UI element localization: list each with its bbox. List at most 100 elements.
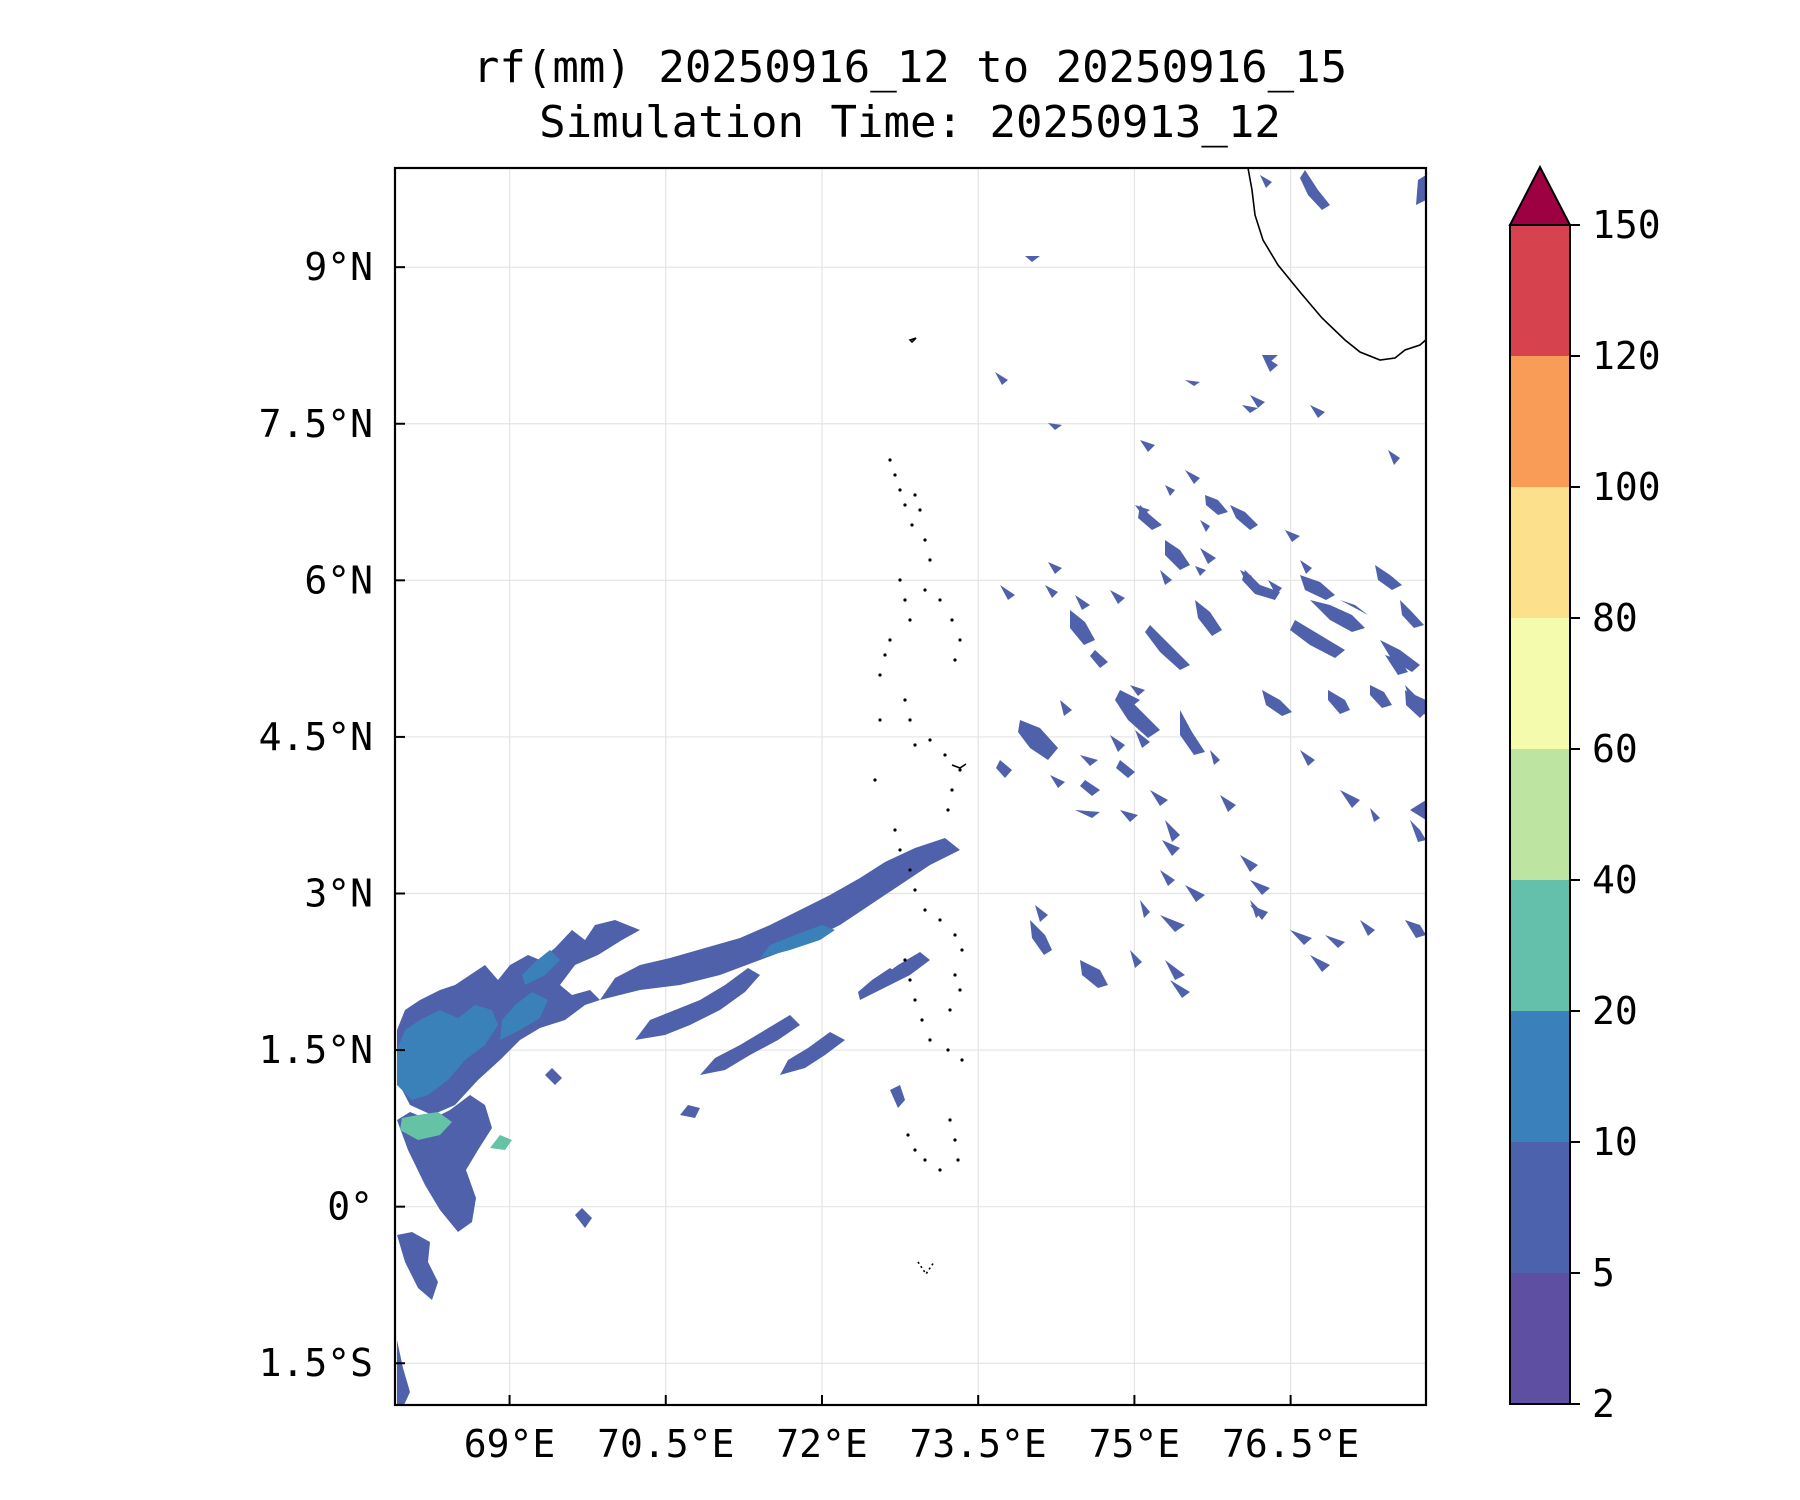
rain-cell-e48 <box>1130 950 1142 968</box>
rain-cell-e43 <box>1250 880 1270 895</box>
atoll-dot <box>903 503 907 507</box>
atoll-dot <box>923 538 927 542</box>
rain-cell-e40 <box>1220 795 1236 812</box>
graticule-gridlines <box>395 168 1426 1405</box>
rain-cell-n7 <box>1242 405 1258 413</box>
rain-cell-e22 <box>1405 685 1426 715</box>
rain-cell-e38 <box>1080 755 1098 766</box>
lon-tick-label: 75°E <box>1089 1422 1181 1466</box>
atoll-dot <box>908 618 912 622</box>
rain-cell-e11 <box>1165 540 1190 570</box>
atoll-dot <box>956 1158 960 1162</box>
rain-band-tail-e <box>680 1105 700 1118</box>
rain-cell-e26 <box>1145 625 1190 670</box>
rain-cell-n15 <box>1110 590 1125 604</box>
rain-cell-e32 <box>1050 775 1065 788</box>
atoll-dot <box>883 653 887 657</box>
lat-tick-label: 9°N <box>304 245 373 289</box>
rain-cell-e73 <box>1310 405 1325 418</box>
rain-cell-e64 <box>1410 820 1426 842</box>
colorbar-label: 100 <box>1592 465 1661 509</box>
rain-cell-e4 <box>1180 710 1205 755</box>
rain-cell-e27 <box>1090 650 1108 668</box>
rain-cell-e1 <box>1018 720 1058 760</box>
rain-cell-n8 <box>995 372 1008 385</box>
lat-tick-label: 1.5°N <box>259 1028 373 1072</box>
maldives-atolls <box>873 458 964 1172</box>
rain-core-green <box>400 1112 452 1140</box>
rain-band-ne-2 <box>635 968 760 1040</box>
rain-cell-e16 <box>1300 575 1335 600</box>
colorbar-label: 20 <box>1592 989 1638 1033</box>
atoll-dot <box>913 888 917 892</box>
atoll-dot <box>920 1018 924 1022</box>
rain-cell-e57 <box>1310 955 1330 972</box>
rain-cell-e65 <box>1405 920 1426 938</box>
lon-tick-label: 73.5°E <box>910 1422 1047 1466</box>
island-blob-1 <box>908 337 917 344</box>
rain-band-tail-b <box>890 1085 905 1108</box>
rain-cell-n5 <box>1262 355 1278 362</box>
colorbar-extend-arrow <box>1508 164 1572 226</box>
atoll-dot <box>938 1168 942 1172</box>
atoll-dot <box>903 598 907 602</box>
rain-cell-e25 <box>1370 685 1392 708</box>
rain-cell-e78 <box>1240 570 1252 582</box>
colorbar-segment <box>1510 1273 1570 1404</box>
rain-cell-n2 <box>1260 175 1272 188</box>
rain-cell-n6 <box>1185 380 1200 386</box>
rain-cell-e9 <box>1380 640 1420 672</box>
rain-cell-e60 <box>1240 855 1258 872</box>
rain-cell-e41 <box>1185 885 1205 902</box>
rain-core-3 <box>522 950 560 985</box>
map-plot-area <box>393 166 1428 1407</box>
atoll-dot <box>878 673 882 677</box>
colorbar-labels: 2 5 10 20 40 60 80 100 120 150 <box>1570 203 1661 1426</box>
rain-core-green-2 <box>490 1135 512 1150</box>
title-line-2: Simulation Time: 20250913_12 <box>539 97 1281 148</box>
rain-cell-e35 <box>1150 790 1168 806</box>
rain-cell-e2 <box>1070 610 1095 645</box>
rain-cell-e63 <box>1250 900 1262 918</box>
colorbar-label: 5 <box>1592 1251 1615 1295</box>
rain-core-1 <box>397 1005 498 1100</box>
colorbar-segment <box>1510 1142 1570 1273</box>
lat-tick-label: 4.5°N <box>259 715 373 759</box>
rain-cell-n14 <box>1200 520 1210 532</box>
rain-cell-e72 <box>1262 355 1278 372</box>
atoll-dot <box>908 868 912 872</box>
atoll-dot <box>888 638 892 642</box>
rain-cell-e31 <box>1080 780 1100 796</box>
rain-cell-e44 <box>1160 870 1175 886</box>
atoll-dot <box>898 848 902 852</box>
rain-cell-e70 <box>1140 440 1155 452</box>
rain-cell-e80 <box>1160 570 1172 585</box>
rain-cell-e50 <box>1140 900 1150 918</box>
atoll-dot <box>913 998 917 1002</box>
rain-cell-e8 <box>1310 600 1365 632</box>
atoll-dot <box>873 778 877 782</box>
atoll-dot <box>898 578 902 582</box>
atoll-dot <box>918 508 922 512</box>
rain-cell-e77 <box>1300 560 1312 574</box>
rain-cell-n9 <box>1048 423 1062 430</box>
atoll-dot <box>923 908 927 912</box>
atoll-dot <box>893 473 897 477</box>
atoll-dot <box>923 588 927 592</box>
rain-cell-e39 <box>1162 840 1180 856</box>
rain-cell-e79 <box>1075 595 1090 610</box>
rain-cell-e51 <box>1210 750 1220 765</box>
atoll-dot <box>908 978 912 982</box>
latitude-labels: 9°N 7.5°N 6°N 4.5°N 3°N 1.5°N 0° 1.5°S <box>259 245 373 1385</box>
rain-cell-e10 <box>1120 690 1140 708</box>
atoll-dot <box>913 1148 917 1152</box>
atoll-dot <box>946 808 950 812</box>
colorbar-segment <box>1510 749 1570 880</box>
rain-cell-e81 <box>1045 585 1058 598</box>
atoll-dot <box>923 1158 927 1162</box>
rainfall-contour-field <box>397 170 1426 1405</box>
atoll-dot <box>938 918 942 922</box>
rain-cell-n13 <box>1165 485 1175 496</box>
atoll-dot <box>960 948 964 952</box>
colorbar-segment <box>1510 1011 1570 1142</box>
